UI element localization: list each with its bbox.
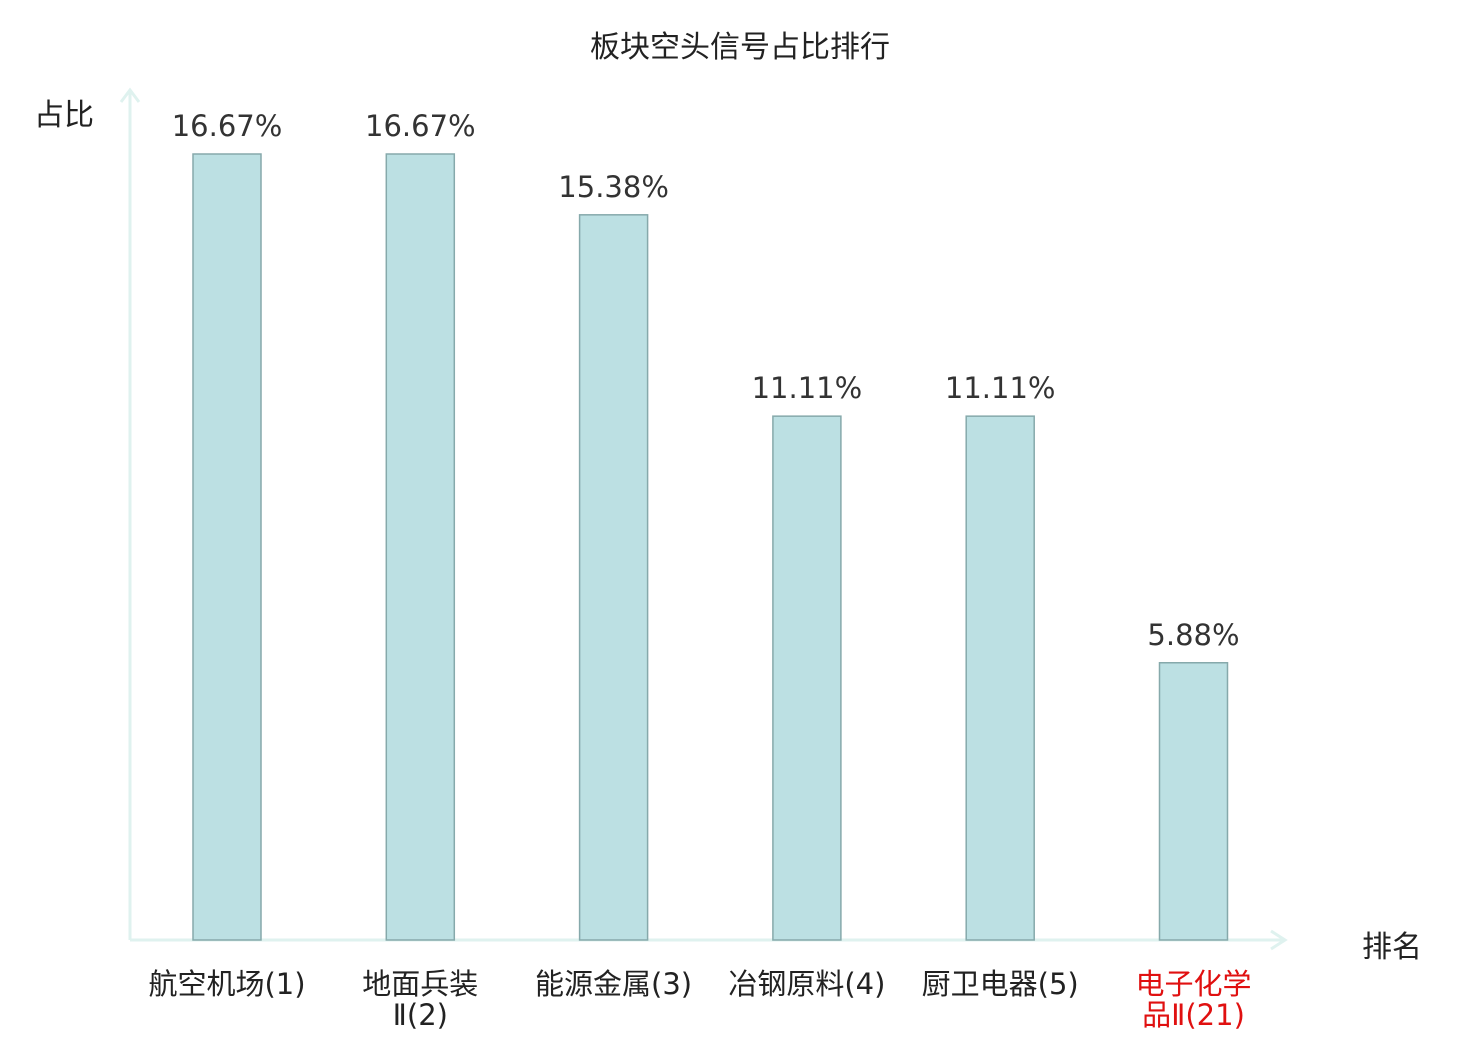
bar-value-label: 11.11% — [945, 371, 1056, 405]
bar-value-label: 16.67% — [172, 109, 283, 143]
chart-title: 板块空头信号占比排行 — [590, 30, 890, 65]
category-label-line: 地面兵装 — [362, 967, 478, 1001]
bar — [965, 415, 1035, 941]
bar-value-label: 15.38% — [558, 170, 669, 204]
y-axis-arrow — [119, 87, 141, 103]
category-label-line: 航空机场(1) — [148, 967, 305, 1001]
bar-value-label: 5.88% — [1147, 618, 1239, 652]
category-label-line: 能源金属(3) — [535, 967, 692, 1001]
category-label: 电子化学品Ⅱ(21) — [1135, 967, 1251, 1032]
x-axis-label: 排名 — [1362, 930, 1422, 965]
category-label: 航空机场(1) — [148, 967, 305, 1001]
x-axis-arrow — [1270, 929, 1288, 951]
category-label-line: 电子化学 — [1135, 967, 1251, 1001]
category-label: 能源金属(3) — [535, 967, 692, 1001]
category-label-line: Ⅱ(2) — [393, 998, 448, 1032]
bar — [1158, 662, 1229, 941]
bar — [385, 153, 456, 941]
bar — [772, 415, 842, 941]
bar — [192, 153, 262, 941]
category-label: 冶钢原料(4) — [728, 967, 885, 1001]
y-axis-label: 占比 — [34, 98, 94, 133]
bar — [578, 214, 649, 941]
category-label-line: 厨卫电器(5) — [922, 967, 1079, 1001]
bar-value-label: 16.67% — [365, 109, 476, 143]
category-label: 地面兵装 Ⅱ(2) — [362, 967, 478, 1032]
bar-value-label: 11.11% — [752, 371, 863, 405]
category-label-line: 冶钢原料(4) — [728, 967, 885, 1001]
category-label: 厨卫电器(5) — [922, 967, 1079, 1001]
category-label-line: 品Ⅱ(21) — [1142, 998, 1245, 1032]
